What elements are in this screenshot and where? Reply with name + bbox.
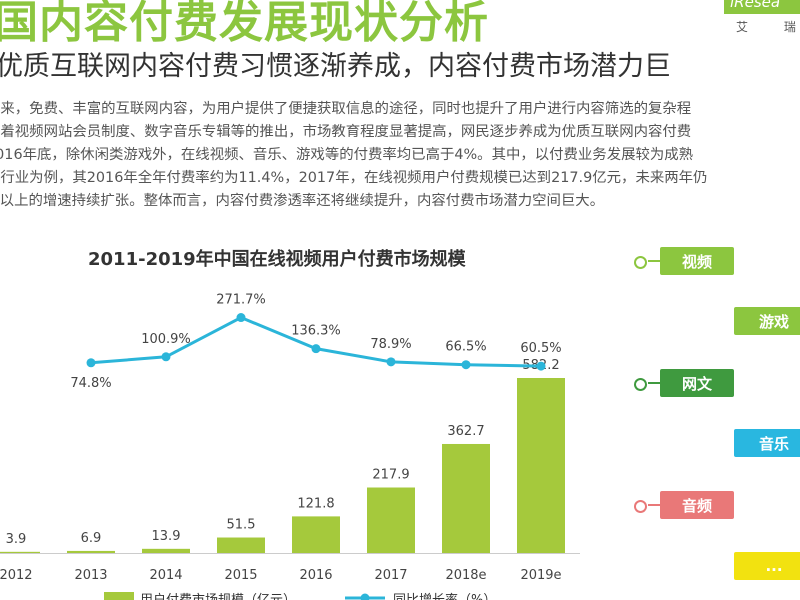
bar bbox=[442, 443, 490, 553]
bar-value-label: 13.9 bbox=[152, 529, 181, 544]
growth-rate-point bbox=[236, 313, 246, 323]
page-title: 国内容付费发展现状分析 bbox=[0, 0, 489, 48]
growth-rate-point bbox=[536, 361, 546, 371]
growth-rate-label: 78.9% bbox=[370, 337, 411, 352]
growth-rate-point bbox=[461, 360, 471, 370]
category-item: 音频 bbox=[660, 491, 734, 519]
category-dot-icon bbox=[634, 256, 647, 269]
category-item: 网文 bbox=[660, 369, 734, 397]
bar bbox=[217, 537, 265, 553]
category-connector bbox=[648, 382, 660, 384]
x-tick-label: 2015 bbox=[224, 568, 257, 583]
growth-rate-point bbox=[161, 352, 171, 362]
growth-rate-label: 271.7% bbox=[216, 293, 266, 308]
body-paragraph: 以来，免费、丰富的互联网内容，为用户提供了便捷获取信息的途径，同时也提升了用户进… bbox=[0, 98, 800, 213]
category-item: 音乐 bbox=[734, 429, 800, 457]
growth-rate-label: 74.8% bbox=[70, 376, 111, 391]
growth-rate-point bbox=[86, 358, 96, 368]
x-tick-label: 2012 bbox=[0, 568, 33, 583]
brand-logo: iResea 艾 瑞 bbox=[720, 0, 800, 40]
legend-bar-swatch bbox=[104, 592, 134, 600]
body-line: 随着视频网站会员制度、数字音乐专辑等的推出，市场教育程度显著提高，网民逐步养成为… bbox=[0, 124, 692, 140]
bar-value-label: 362.7 bbox=[447, 424, 484, 439]
growth-rate-label: 66.5% bbox=[445, 340, 486, 355]
legend-line-marker bbox=[360, 593, 370, 600]
bar-value-label: 217.9 bbox=[372, 468, 409, 483]
bar bbox=[367, 487, 415, 553]
brand-logo-mark: iResea bbox=[724, 0, 800, 14]
category-dot-icon bbox=[634, 378, 647, 391]
body-line: 2016年底，除休闲类游戏外，在线视频、音乐、游戏等的付费率均已高于4%。其中，… bbox=[0, 147, 694, 163]
growth-rate-label: 136.3% bbox=[291, 324, 341, 339]
growth-rate-label: 60.5% bbox=[520, 341, 561, 356]
category-connector bbox=[648, 504, 660, 506]
category-dot-icon bbox=[634, 500, 647, 513]
category-item: 视频 bbox=[660, 247, 734, 275]
bar-value-label: 6.9 bbox=[81, 531, 102, 546]
x-tick-label: 2013 bbox=[74, 568, 107, 583]
category-item: 游戏 bbox=[734, 307, 800, 335]
bar bbox=[292, 516, 340, 553]
body-line: %以上的增速持续扩张。整体而言，内容付费渗透率还将继续提升，内容付费市场潜力空间… bbox=[0, 193, 605, 209]
bar-value-label: 3.9 bbox=[6, 532, 27, 547]
x-tick-label: 2016 bbox=[299, 568, 332, 583]
brand-name: 艾 瑞 bbox=[736, 20, 796, 34]
category-item: ... bbox=[734, 552, 800, 580]
body-line: 频行业为例，其2016年全年付费率约为11.4%，2017年，在线视频用户付费规… bbox=[0, 170, 708, 186]
legend-line-label: 同比增长率（%） bbox=[393, 592, 496, 600]
x-tick-label: 2018e bbox=[445, 568, 486, 583]
growth-rate-label: 100.9% bbox=[141, 332, 191, 347]
bar-value-label: 121.8 bbox=[297, 496, 334, 511]
growth-rate-point bbox=[311, 344, 321, 354]
legend-bar-label: 用户付费市场规模（亿元） bbox=[140, 592, 296, 600]
bar bbox=[142, 548, 190, 553]
bar bbox=[517, 378, 565, 553]
body-line: 以来，免费、丰富的互联网内容，为用户提供了便捷获取信息的途径，同时也提升了用户进… bbox=[0, 101, 692, 117]
x-tick-label: 2014 bbox=[149, 568, 182, 583]
bar-line-chart: 3.9 2012 6.9 2013 13.9 2014 51.5 2015 121.8 2016 2… bbox=[0, 293, 580, 600]
x-tick-label: 2017 bbox=[374, 568, 407, 583]
bar bbox=[0, 551, 40, 553]
bar-value-label: 51.5 bbox=[227, 518, 256, 533]
page-subtitle: 优质互联网内容付费习惯逐渐养成，内容付费市场潜力巨 bbox=[0, 51, 671, 82]
chart-title: 2011-2019年中国在线视频用户付费市场规模 bbox=[88, 249, 466, 270]
category-connector bbox=[648, 260, 660, 262]
x-tick-label: 2019e bbox=[520, 568, 561, 583]
growth-rate-point bbox=[386, 357, 396, 367]
bar bbox=[67, 550, 115, 553]
